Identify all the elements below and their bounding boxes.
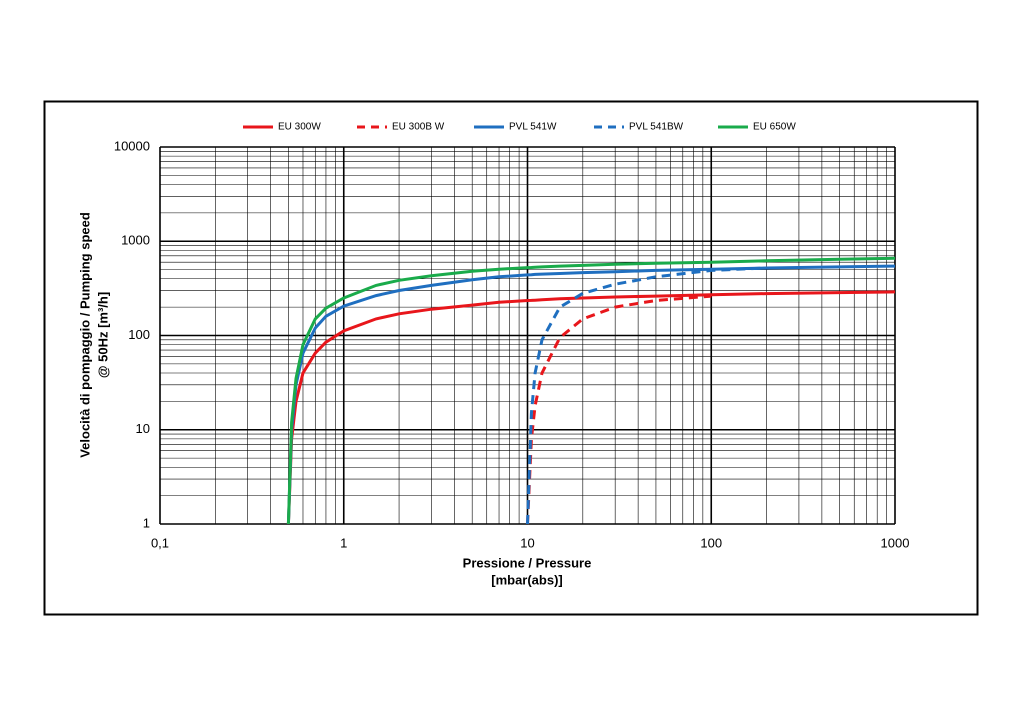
y-tick-label: 100 (128, 327, 150, 342)
series-line (286, 264, 896, 525)
x-axis-label: [mbar(abs)] (491, 572, 563, 587)
y-tick-label: 1 (143, 515, 150, 530)
legend-label: EU 300B W (392, 122, 445, 133)
legend-label: EU 650W (753, 122, 796, 133)
x-axis-label: Pressione / Pressure (463, 555, 592, 570)
x-tick-label: 10 (520, 535, 534, 550)
y-tick-label: 1000 (121, 233, 150, 248)
x-tick-label: 0,1 (151, 535, 169, 550)
legend-label: PVL 541BW (629, 122, 684, 133)
y-axis-label: Velocità di pompaggio / Pumping speed (77, 212, 92, 458)
x-tick-label: 1 (340, 535, 347, 550)
chart-frame (43, 100, 979, 616)
y-tick-label: 10000 (114, 138, 150, 153)
legend-label: PVL 541W (509, 122, 557, 133)
series-line (286, 290, 896, 525)
y-tick-label: 10 (136, 421, 150, 436)
y-axis-label: @ 50Hz [m³/h] (95, 292, 110, 378)
series-line (526, 266, 767, 525)
series-line (526, 294, 712, 525)
legend-label: EU 300W (278, 122, 321, 133)
x-tick-label: 100 (700, 535, 722, 550)
x-tick-label: 1000 (881, 535, 910, 550)
series-line (286, 256, 896, 525)
